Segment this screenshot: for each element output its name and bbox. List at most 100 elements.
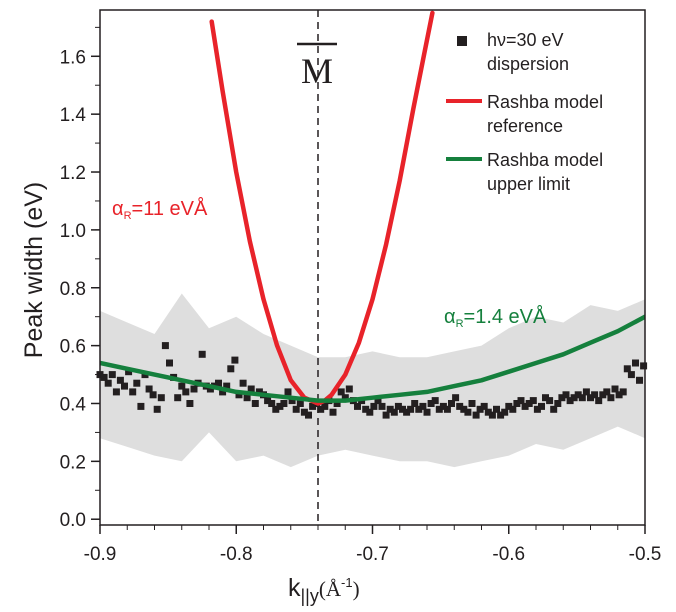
data-point <box>468 400 476 407</box>
data-point <box>284 388 292 396</box>
data-point <box>529 397 537 405</box>
tick-layer: -0.9 -0.8 -0.7 -0.6 -0.5 0.0 0.2 0.4 0.6 0.8 1.0 1.… <box>60 26 661 565</box>
uncertainty-band <box>100 293 645 468</box>
data-point <box>574 391 582 399</box>
data-point <box>227 365 235 373</box>
data-point <box>276 402 284 410</box>
legend-label-reference-1: Rashba model <box>487 92 603 112</box>
data-point <box>607 394 615 402</box>
legend-label-dispersion-1: hν=30 eV <box>487 30 564 50</box>
x-axis-title-sub: ||y <box>301 586 319 606</box>
data-point <box>517 397 525 405</box>
data-point <box>362 405 370 413</box>
x-tick-label: -0.9 <box>84 544 117 565</box>
data-point <box>476 405 484 413</box>
data-point <box>153 405 161 413</box>
data-point <box>566 397 574 405</box>
data-point <box>570 394 578 402</box>
data-point <box>619 388 627 396</box>
alpha-red-symbol: α <box>112 198 124 220</box>
data-point <box>419 402 427 410</box>
data-point <box>615 391 623 399</box>
data-point <box>121 382 128 390</box>
data-point <box>636 376 643 384</box>
data-point <box>595 397 603 405</box>
data-point <box>513 400 521 407</box>
data-point <box>129 388 137 396</box>
data-point <box>550 405 558 413</box>
data-point <box>427 400 435 407</box>
data-point <box>112 388 120 396</box>
data-point <box>309 402 317 410</box>
data-point <box>186 400 194 407</box>
data-point <box>137 402 145 410</box>
data-point <box>415 405 423 413</box>
data-point <box>145 385 153 393</box>
data-point <box>174 394 182 402</box>
data-point <box>525 400 533 407</box>
y-tick-label: 0.4 <box>60 394 87 415</box>
data-point <box>587 394 594 402</box>
data-point <box>423 408 431 416</box>
data-point <box>300 408 308 416</box>
data-point <box>390 408 398 416</box>
band-layer <box>100 293 645 468</box>
x-axis-title: k||y(Å-1) <box>288 574 360 606</box>
alpha-red-sub: R <box>124 210 132 222</box>
data-point <box>554 400 562 407</box>
data-point <box>452 394 460 402</box>
data-point <box>431 397 439 405</box>
data-point <box>116 376 124 384</box>
data-point <box>264 397 272 405</box>
data-point <box>411 400 419 407</box>
data-point <box>542 394 549 402</box>
x-tick-label: -0.7 <box>356 544 389 565</box>
data-point <box>125 368 133 376</box>
data-point <box>435 405 443 413</box>
y-tick-label: 0.6 <box>60 337 86 358</box>
data-point <box>488 411 496 419</box>
data-point <box>403 408 411 416</box>
y-tick-label: 1.0 <box>60 221 86 242</box>
data-point <box>505 402 513 410</box>
data-point <box>399 405 406 413</box>
data-point <box>472 411 480 419</box>
y-tick-label: 0.2 <box>60 452 86 473</box>
data-point <box>100 373 108 381</box>
data-point <box>439 402 447 410</box>
legend: hν=30 eV dispersion Rashba model referen… <box>446 30 603 194</box>
alpha-red-annotation: αR=11 eVÅ <box>112 197 208 222</box>
data-point <box>268 400 276 407</box>
data-point <box>591 391 599 399</box>
data-point <box>133 379 141 387</box>
data-point <box>603 388 611 396</box>
legend-label-upper-limit-1: Rashba model <box>487 150 603 170</box>
data-point <box>546 397 554 405</box>
data-point <box>386 405 394 413</box>
data-point <box>382 411 390 419</box>
data-point <box>578 394 586 402</box>
data-point <box>329 408 337 416</box>
x-tick-label: -0.6 <box>492 544 525 565</box>
data-point <box>272 405 280 413</box>
x-tick-label: -0.8 <box>220 544 253 565</box>
legend-label-dispersion-2: dispersion <box>487 54 569 74</box>
data-point <box>366 408 374 416</box>
y-tick-label: 1.6 <box>60 47 86 68</box>
data-point <box>448 400 455 407</box>
data-point <box>251 400 259 407</box>
data-point <box>533 405 541 413</box>
data-point <box>558 394 566 402</box>
data-point <box>296 400 304 407</box>
data-point <box>374 397 382 405</box>
data-point <box>480 402 488 410</box>
data-point <box>178 382 186 390</box>
x-axis-title-unit-close: ) <box>353 577 360 601</box>
data-point <box>538 402 545 410</box>
data-point <box>157 394 165 402</box>
data-point <box>627 371 635 379</box>
data-point <box>632 359 639 367</box>
data-point <box>394 402 402 410</box>
data-point <box>562 391 570 399</box>
